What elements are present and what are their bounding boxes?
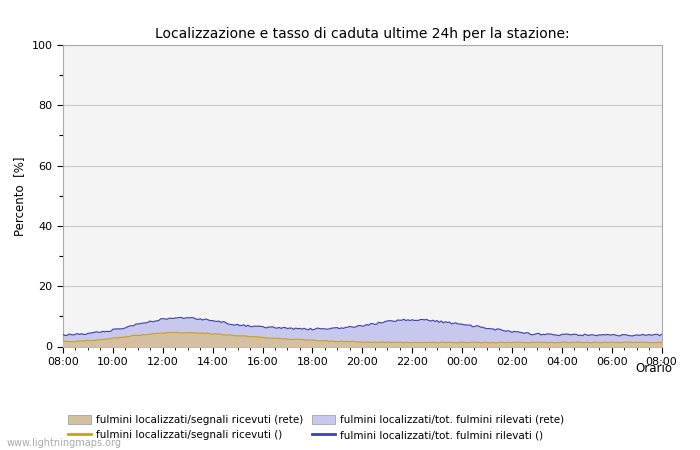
Text: Orario: Orario: [635, 362, 672, 375]
Text: www.lightningmaps.org: www.lightningmaps.org: [7, 438, 122, 448]
Y-axis label: Percento  [%]: Percento [%]: [13, 156, 26, 235]
Legend: fulmini localizzati/segnali ricevuti (rete), fulmini localizzati/segnali ricevut: fulmini localizzati/segnali ricevuti (re…: [68, 414, 564, 440]
Title: Localizzazione e tasso di caduta ultime 24h per la stazione:: Localizzazione e tasso di caduta ultime …: [155, 27, 570, 41]
